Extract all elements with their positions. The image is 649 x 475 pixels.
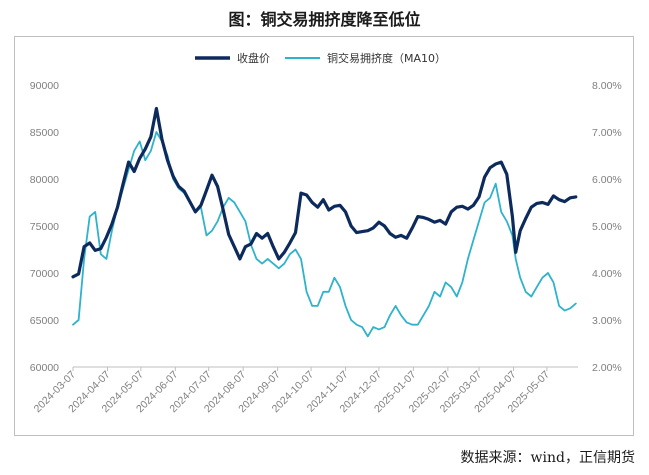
y-right-tick-label: 4.00% (592, 268, 622, 280)
line-chart: 收盘价 铜交易拥挤度（MA10） 60000 65000 70000 75000 8000… (30, 51, 622, 415)
legend-label-crowding: 铜交易拥挤度（MA10） (327, 51, 446, 65)
y-left-axis: 60000 65000 70000 75000 80000 85000 90000 (30, 80, 59, 374)
y-left-tick-label: 70000 (30, 268, 59, 280)
y-left-tick-label: 75000 (30, 221, 59, 233)
y-left-tick-label: 90000 (30, 80, 59, 92)
crowding-line (72, 131, 577, 338)
legend: 收盘价 铜交易拥挤度（MA10） (195, 51, 446, 65)
close-price-line (71, 106, 578, 279)
y-right-tick-label: 8.00% (592, 80, 622, 92)
y-left-tick-label: 60000 (30, 362, 59, 374)
y-right-tick-label: 5.00% (592, 221, 622, 233)
y-right-tick-label: 2.00% (592, 362, 622, 374)
x-axis: 2024-03-072024-04-072024-05-072024-06-07… (32, 367, 552, 415)
source-note: 数据来源：wind，正信期货 (460, 450, 635, 466)
y-left-tick-label: 65000 (30, 315, 59, 327)
y-left-tick-label: 80000 (30, 174, 59, 186)
chart-title: 图：铜交易拥挤度降至低位 (228, 10, 421, 29)
y-right-tick-label: 7.00% (592, 127, 622, 139)
chart-frame: 收盘价 铜交易拥挤度（MA10） 60000 65000 70000 75000 8000… (14, 36, 634, 436)
y-right-tick-label: 6.00% (592, 174, 622, 186)
y-left-tick-label: 85000 (30, 127, 59, 139)
y-right-tick-label: 3.00% (592, 315, 622, 327)
y-right-axis: 2.00% 3.00% 4.00% 5.00% 6.00% 7.00% 8.00% (592, 80, 622, 374)
series-lines (71, 106, 578, 338)
legend-label-close-price: 收盘价 (237, 51, 270, 65)
